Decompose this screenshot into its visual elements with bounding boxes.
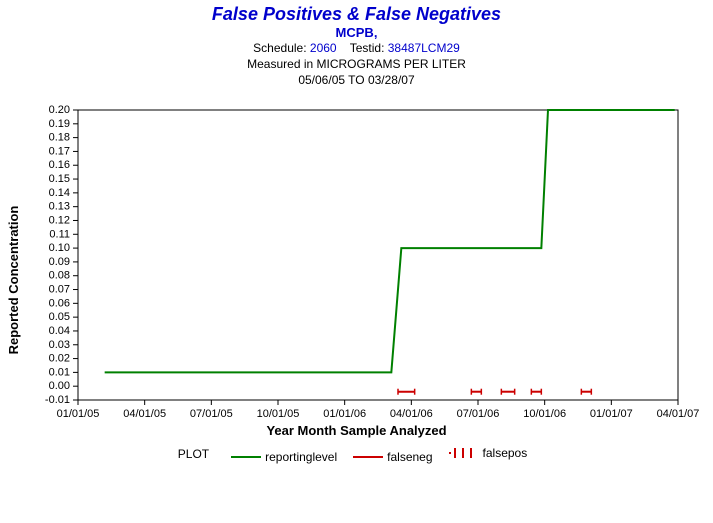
svg-text:0.12: 0.12 xyxy=(49,214,70,226)
legend-label-falsepos: falsepos xyxy=(483,446,528,460)
chart-header: False Positives & False Negatives MCPB, … xyxy=(0,0,713,89)
legend-item-falsepos: falsepos xyxy=(449,446,528,460)
testid-label: Testid: xyxy=(350,41,385,55)
svg-text:0.15: 0.15 xyxy=(49,173,70,185)
chart-subtitle: MCPB, xyxy=(0,25,713,40)
legend-label-falseneg: falseneg xyxy=(387,450,432,464)
svg-text:0.03: 0.03 xyxy=(49,339,70,351)
svg-text:04/01/07: 04/01/07 xyxy=(657,408,700,420)
legend-swatch-falsepos xyxy=(449,448,479,458)
legend: PLOT reportinglevel falseneg falsepos xyxy=(0,446,713,464)
svg-text:04/01/06: 04/01/06 xyxy=(390,408,433,420)
svg-text:0.09: 0.09 xyxy=(49,256,70,268)
svg-text:0.18: 0.18 xyxy=(49,132,70,144)
svg-text:0.08: 0.08 xyxy=(49,270,70,282)
svg-text:07/01/06: 07/01/06 xyxy=(457,408,500,420)
svg-text:0.06: 0.06 xyxy=(49,297,70,309)
legend-title: PLOT xyxy=(178,447,209,461)
meta-schedule-line: Schedule: 2060 Testid: 38487LCM29 xyxy=(0,40,713,56)
svg-text:0.11: 0.11 xyxy=(49,228,70,240)
testid-value: 38487LCM29 xyxy=(388,41,460,55)
svg-text:0.01: 0.01 xyxy=(49,366,70,378)
svg-text:0.05: 0.05 xyxy=(49,311,70,323)
svg-text:10/01/05: 10/01/05 xyxy=(257,408,300,420)
legend-label-reportinglevel: reportinglevel xyxy=(265,450,337,464)
svg-text:01/01/06: 01/01/06 xyxy=(323,408,366,420)
legend-swatch-falseneg xyxy=(353,456,383,458)
chart-title: False Positives & False Negatives xyxy=(0,4,713,25)
svg-text:10/01/06: 10/01/06 xyxy=(523,408,566,420)
legend-swatch-reportinglevel xyxy=(231,456,261,458)
svg-text:0.16: 0.16 xyxy=(49,159,70,171)
plot-svg: -0.01 0.00 0.010.02 0.03 0.04 0.05 0.060.07 0.0… xyxy=(0,100,713,430)
y-axis-label: Reported Concentration xyxy=(6,150,21,410)
chart-area: Reported Concentration -0.01 0.00 0.010.02… xyxy=(0,100,713,470)
schedule-value: 2060 xyxy=(310,41,337,55)
svg-text:0.17: 0.17 xyxy=(49,145,70,157)
legend-item-falseneg: falseneg xyxy=(353,450,432,464)
svg-text:0.13: 0.13 xyxy=(49,201,70,213)
svg-text:01/01/05: 01/01/05 xyxy=(57,408,100,420)
svg-text:01/01/07: 01/01/07 xyxy=(590,408,633,420)
legend-item-reportinglevel: reportinglevel xyxy=(231,450,337,464)
date-range: 05/06/05 TO 03/28/07 xyxy=(0,72,713,88)
measured-line: Measured in MICROGRAMS PER LITER xyxy=(0,56,713,72)
svg-text:0.14: 0.14 xyxy=(49,187,70,199)
schedule-label: Schedule: xyxy=(253,41,306,55)
chart-container: False Positives & False Negatives MCPB, … xyxy=(0,0,713,523)
svg-text:0.10: 0.10 xyxy=(49,242,70,254)
svg-text:0.00: 0.00 xyxy=(49,380,70,392)
svg-text:0.19: 0.19 xyxy=(49,118,70,130)
svg-text:0.07: 0.07 xyxy=(49,284,70,296)
svg-text:0.04: 0.04 xyxy=(49,325,70,337)
svg-text:07/01/05: 07/01/05 xyxy=(190,408,233,420)
svg-text:-0.01: -0.01 xyxy=(45,394,70,406)
svg-text:04/01/05: 04/01/05 xyxy=(123,408,166,420)
x-axis-label: Year Month Sample Analyzed xyxy=(0,423,713,438)
svg-text:0.20: 0.20 xyxy=(49,104,70,116)
svg-text:0.02: 0.02 xyxy=(49,353,70,365)
